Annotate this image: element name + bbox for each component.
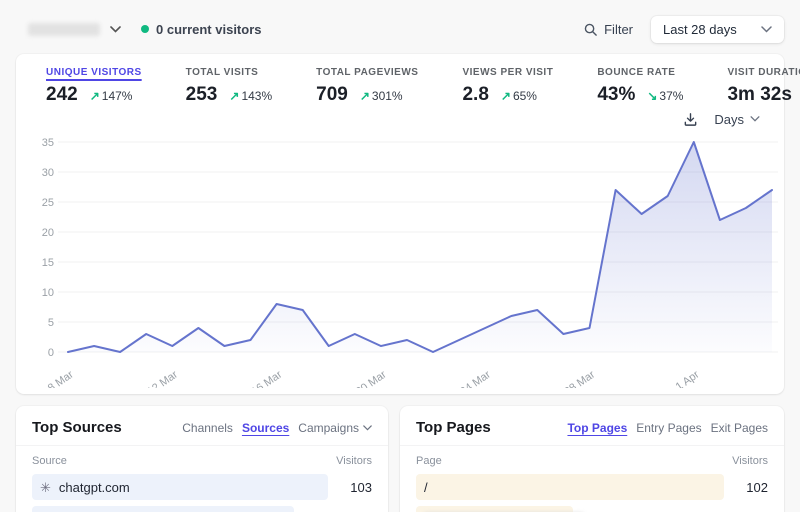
source-row-chatgpt[interactable]: ✳ chatgpt.com 103 (32, 474, 372, 500)
top-sources-card: Top Sources Channels Sources Campaigns S… (16, 406, 388, 512)
current-visitors-label: 0 current visitors (156, 21, 262, 37)
svg-text:16 Mar: 16 Mar (249, 368, 284, 388)
chevron-down-icon (363, 424, 372, 431)
svg-text:8 Mar: 8 Mar (46, 368, 76, 388)
filter-label: Filter (604, 21, 633, 37)
download-icon[interactable] (683, 112, 698, 127)
stat-total-pageviews[interactable]: TOTAL PAGEVIEWS 709 ↗ 301% (316, 67, 419, 105)
site-switcher-chevron-icon[interactable] (110, 25, 121, 33)
stat-change: ↗ 65% (500, 89, 537, 103)
svg-text:10: 10 (42, 287, 54, 299)
svg-text:24 Mar: 24 Mar (458, 368, 493, 388)
top-pages-title: Top Pages (416, 419, 491, 436)
interval-select[interactable]: Days (714, 112, 760, 127)
search-icon (584, 23, 597, 36)
stat-unique-visitors[interactable]: UNIQUE VISITORS 242 ↗ 147% (46, 67, 142, 105)
top-pages-card: Top Pages Top Pages Entry Pages Exit Pag… (400, 406, 784, 512)
up-arrow-icon: ↗ (359, 89, 370, 103)
svg-text:0: 0 (48, 347, 54, 359)
down-arrow-icon: ↘ (647, 89, 658, 103)
top-bar: 0 current visitors Filter Last 28 days (16, 12, 784, 46)
stat-total-visits[interactable]: TOTAL VISITS 253 ↗ 143% (185, 67, 273, 105)
stat-change: ↗ 147% (89, 89, 133, 103)
chatgpt-icon: ✳ (40, 479, 51, 495)
svg-text:35: 35 (42, 137, 54, 149)
live-dot-icon (141, 25, 149, 33)
up-arrow-icon: ↗ (229, 89, 240, 103)
stats-row: UNIQUE VISITORS 242 ↗ 147% TOTAL VISITS 2… (16, 67, 800, 106)
tab-entry-pages[interactable]: Entry Pages (636, 420, 702, 435)
tab-channels[interactable]: Channels (182, 420, 233, 435)
stat-change: ↗ 301% (359, 89, 403, 103)
current-visitors-link[interactable]: 0 current visitors (141, 22, 262, 37)
svg-text:28 Mar: 28 Mar (562, 368, 597, 388)
page-row-redacted[interactable]: 52 (416, 506, 768, 512)
svg-text:1 Apr: 1 Apr (674, 368, 702, 388)
filter-button[interactable]: Filter (583, 22, 633, 37)
up-arrow-icon: ↗ (89, 89, 100, 103)
svg-text:5: 5 (48, 317, 54, 329)
stat-views-per-visit[interactable]: VIEWS PER VISIT 2.8 ↗ 65% (462, 67, 554, 105)
interval-value: Days (714, 111, 744, 127)
chevron-down-icon (761, 25, 772, 33)
date-range-select[interactable]: Last 28 days (651, 15, 784, 43)
analytics-card: UNIQUE VISITORS 242 ↗ 147% TOTAL VISITS 2… (16, 54, 800, 394)
tab-sources[interactable]: Sources (241, 420, 290, 435)
tab-top-pages[interactable]: Top Pages (567, 420, 628, 435)
site-name-redacted[interactable] (28, 22, 100, 36)
svg-text:25: 25 (42, 197, 54, 209)
svg-text:12 Mar: 12 Mar (145, 368, 180, 388)
svg-text:20: 20 (42, 227, 54, 239)
date-range-value: Last 28 days (663, 21, 737, 37)
tab-campaigns[interactable]: Campaigns (298, 421, 372, 435)
page-row-home[interactable]: / 102 (416, 474, 768, 500)
stat-change: ↗ 143% (229, 89, 273, 103)
visitors-line-chart: 0 5 10 15 20 25 30 35 8 Mar 12 Mar 16 Mar 20 Mar 24 … (42, 137, 778, 388)
source-row-google[interactable]: Google 91 (32, 506, 372, 512)
column-headers: Page Visitors (416, 455, 768, 467)
svg-text:15: 15 (42, 257, 54, 269)
column-headers: Source Visitors (32, 455, 372, 467)
up-arrow-icon: ↗ (500, 89, 511, 103)
tab-exit-pages[interactable]: Exit Pages (710, 420, 768, 435)
stat-visit-duration[interactable]: VISIT DURATION 3m 32s ↗371% (727, 67, 800, 105)
stat-bounce-rate[interactable]: BOUNCE RATE 43% ↘ 37% (597, 67, 684, 105)
stat-change: ↘ 37% (647, 89, 684, 103)
top-sources-title: Top Sources (32, 419, 122, 436)
svg-text:30: 30 (42, 167, 54, 179)
svg-text:20 Mar: 20 Mar (354, 368, 389, 388)
chevron-down-icon (750, 116, 760, 122)
